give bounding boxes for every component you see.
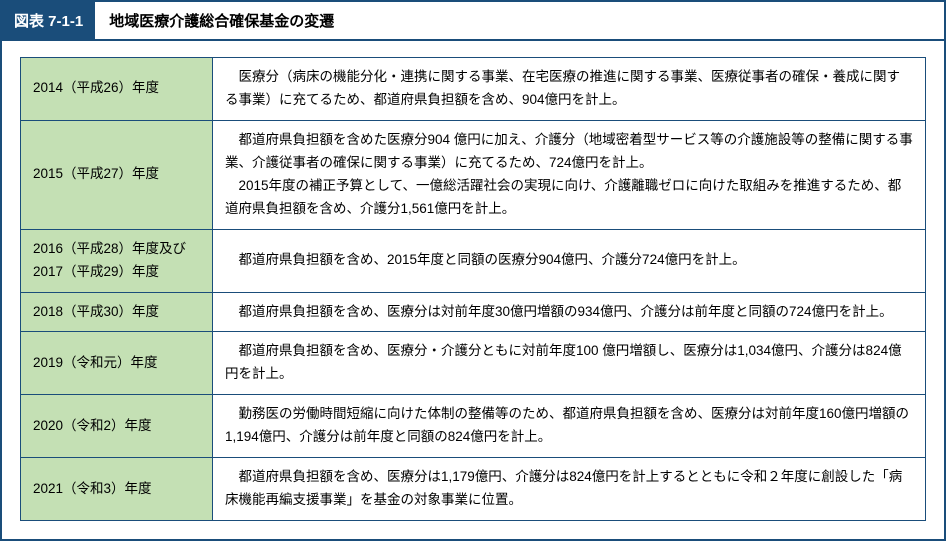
table-row: 2020（令和2）年度 勤務医の労働時間短縮に向けた体制の整備等のため、都道府県… [21,395,926,458]
year-cell: 2021（令和3）年度 [21,458,213,521]
table-body: 2014（平成26）年度 医療分（病床の機能分化・連携に関する事業、在宅医療の推… [21,58,926,521]
desc-cell: 勤務医の労働時間短縮に向けた体制の整備等のため、都道府県負担額を含め、医療分は対… [213,395,926,458]
desc-cell: 都道府県負担額を含め、2015年度と同額の医療分904億円、介護分724億円を計… [213,229,926,292]
table-row: 2014（平成26）年度 医療分（病床の機能分化・連携に関する事業、在宅医療の推… [21,58,926,121]
desc-cell: 都道府県負担額を含め、医療分は1,179億円、介護分は824億円を計上するととも… [213,458,926,521]
year-cell: 2019（令和元）年度 [21,332,213,395]
table-wrapper: 2014（平成26）年度 医療分（病床の機能分化・連携に関する事業、在宅医療の推… [2,41,944,539]
desc-cell: 都道府県負担額を含めた医療分904 億円に加え、介護分（地域密着型サービス等の介… [213,120,926,229]
table-row: 2015（平成27）年度 都道府県負担額を含めた医療分904 億円に加え、介護分… [21,120,926,229]
table-row: 2018（平成30）年度 都道府県負担額を含め、医療分は対前年度30億円増額の9… [21,292,926,332]
table-row: 2019（令和元）年度 都道府県負担額を含め、医療分・介護分ともに対前年度100… [21,332,926,395]
desc-cell: 都道府県負担額を含め、医療分は対前年度30億円増額の934億円、介護分は前年度と… [213,292,926,332]
figure-header: 図表 7-1-1 地域医療介護総合確保基金の変遷 [2,0,944,41]
figure-container: 図表 7-1-1 地域医療介護総合確保基金の変遷 2014（平成26）年度 医療… [0,0,946,541]
table-row: 2021（令和3）年度 都道府県負担額を含め、医療分は1,179億円、介護分は8… [21,458,926,521]
fund-history-table: 2014（平成26）年度 医療分（病床の機能分化・連携に関する事業、在宅医療の推… [20,57,926,521]
year-cell: 2020（令和2）年度 [21,395,213,458]
year-cell: 2016（平成28）年度及び2017（平成29）年度 [21,229,213,292]
year-cell: 2018（平成30）年度 [21,292,213,332]
figure-number: 図表 7-1-1 [2,2,95,39]
desc-para: 2015年度の補正予算として、一億総活躍社会の実現に向け、介護離職ゼロに向けた取… [225,175,913,221]
desc-para: 都道府県負担額を含めた医療分904 億円に加え、介護分（地域密着型サービス等の介… [225,129,913,175]
desc-cell: 医療分（病床の機能分化・連携に関する事業、在宅医療の推進に関する事業、医療従事者… [213,58,926,121]
desc-cell: 都道府県負担額を含め、医療分・介護分ともに対前年度100 億円増額し、医療分は1… [213,332,926,395]
table-row: 2016（平成28）年度及び2017（平成29）年度 都道府県負担額を含め、20… [21,229,926,292]
figure-title: 地域医療介護総合確保基金の変遷 [95,2,348,39]
year-cell: 2015（平成27）年度 [21,120,213,229]
year-cell: 2014（平成26）年度 [21,58,213,121]
